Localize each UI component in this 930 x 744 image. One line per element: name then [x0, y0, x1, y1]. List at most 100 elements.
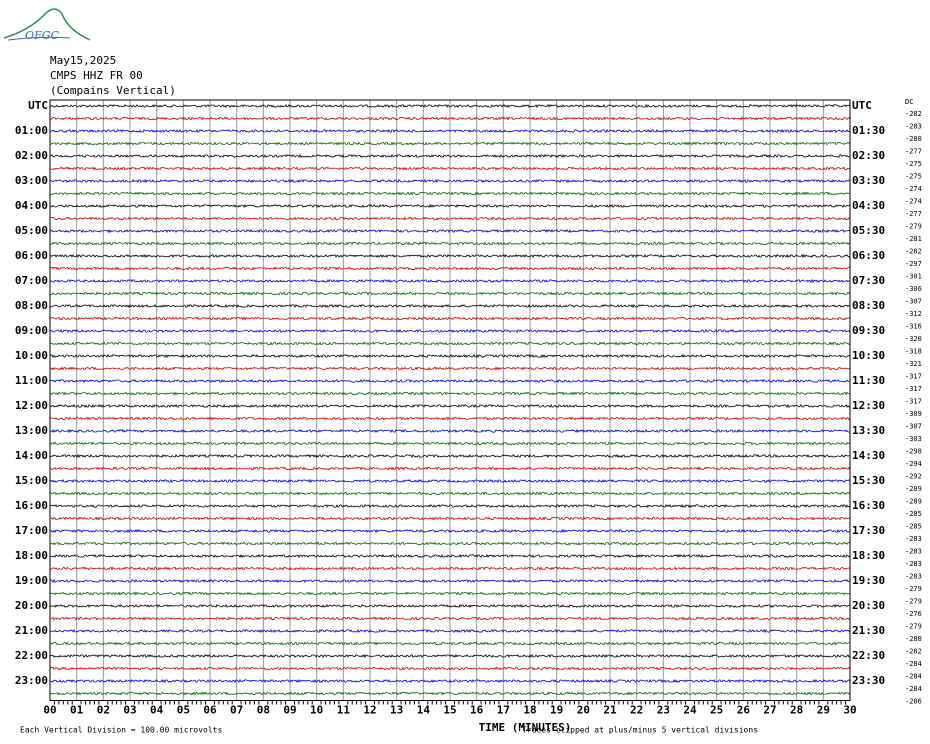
left-label: 16:00 [15, 499, 48, 512]
dc-value: -289 [905, 498, 922, 506]
x-tick-label: 14 [417, 704, 431, 717]
footer-left: Each Vertical Division = 100.00 microvol… [20, 726, 222, 735]
dc-value: -309 [905, 410, 922, 418]
x-tick-label: 01 [70, 704, 84, 717]
right-label: 11:30 [852, 374, 885, 387]
x-tick-label: 13 [390, 704, 403, 717]
left-label: 20:00 [15, 599, 48, 612]
trace [49, 228, 851, 234]
x-tick-label: 03 [123, 704, 136, 717]
trace [50, 691, 851, 696]
x-tick-label: 09 [283, 704, 296, 717]
trace [49, 566, 851, 571]
left-label: 13:00 [15, 424, 48, 437]
dc-value: -280 [905, 635, 922, 643]
left-label: 18:00 [15, 549, 48, 562]
right-label: 10:30 [852, 349, 885, 362]
right-label: 22:30 [852, 649, 885, 662]
dc-value: -303 [905, 435, 922, 443]
trace [49, 653, 851, 659]
left-label: UTC [28, 99, 48, 112]
dc-value: -317 [905, 398, 922, 406]
right-label: 06:30 [852, 249, 885, 262]
logo: OFGC [3, 8, 91, 42]
trace [49, 341, 851, 346]
right-label: 17:30 [852, 524, 885, 537]
left-label: 10:00 [15, 349, 48, 362]
x-tick-label: 20 [577, 704, 590, 717]
trace [49, 466, 851, 471]
left-label: 14:00 [15, 449, 48, 462]
x-tick-label: 23 [657, 704, 670, 717]
x-tick-label: 25 [710, 704, 723, 717]
dc-value: -306 [905, 285, 922, 293]
footer-right: Traces clipped at plus/minus 5 vertical … [522, 726, 758, 735]
trace [49, 391, 851, 396]
trace [49, 403, 851, 409]
left-label: 22:00 [15, 649, 48, 662]
left-label: 03:00 [15, 174, 48, 187]
trace [49, 103, 851, 109]
right-label: 01:30 [852, 124, 885, 137]
x-tick-label: 27 [763, 704, 776, 717]
left-label: 09:00 [15, 324, 48, 337]
right-label: UTC [852, 99, 872, 112]
dc-value: -279 [905, 223, 922, 231]
right-label: 14:30 [852, 449, 885, 462]
dc-value: -285 [905, 510, 922, 518]
trace [49, 328, 851, 334]
trace [49, 503, 851, 509]
x-tick-label: 15 [443, 704, 456, 717]
x-tick-label: 21 [603, 704, 617, 717]
dc-value: -279 [905, 598, 922, 606]
trace [49, 578, 851, 584]
dc-value: -286 [905, 698, 922, 706]
trace [49, 366, 851, 371]
x-tick-label: 07 [230, 704, 243, 717]
trace [49, 528, 851, 534]
x-tick-label: 28 [790, 704, 803, 717]
left-label: 23:00 [15, 674, 48, 687]
x-tick-label: 24 [683, 704, 697, 717]
right-label: 05:30 [852, 224, 885, 237]
left-label: 01:00 [15, 124, 48, 137]
dc-value: -277 [905, 210, 922, 218]
logo-text: OFGC [25, 29, 59, 42]
trace [49, 203, 851, 209]
dc-value: -274 [905, 185, 922, 193]
dc-value: -284 [905, 660, 922, 668]
dc-value: -277 [905, 148, 922, 156]
location: (Compains Vertical) [50, 84, 176, 97]
left-label: 21:00 [15, 624, 48, 637]
dc-value: -317 [905, 373, 922, 381]
x-tick-label: 04 [150, 704, 164, 717]
trace [49, 604, 851, 609]
dc-value: -316 [905, 323, 922, 331]
x-tick-label: 12 [363, 704, 376, 717]
trace [49, 441, 851, 446]
dc-value: -318 [905, 348, 922, 356]
dc-value: -276 [905, 610, 922, 618]
x-tick-label: 08 [257, 704, 270, 717]
trace [49, 278, 851, 284]
right-label: 08:30 [852, 299, 885, 312]
trace [49, 591, 851, 596]
x-tick-label: 10 [310, 704, 323, 717]
dc-value: -301 [905, 273, 922, 281]
trace [49, 266, 851, 271]
trace [49, 153, 851, 159]
dc-value: -292 [905, 473, 922, 481]
left-label: 12:00 [15, 399, 48, 412]
dc-value: -289 [905, 485, 922, 493]
left-label: 07:00 [15, 274, 48, 287]
x-tick-label: 06 [203, 704, 217, 717]
trace [49, 291, 851, 296]
trace [49, 378, 851, 383]
left-label: 17:00 [15, 524, 48, 537]
dc-value: -280 [905, 135, 922, 143]
dc-value: -294 [905, 460, 922, 468]
left-label: 15:00 [15, 474, 48, 487]
trace [49, 453, 851, 459]
x-tick-label: 05 [177, 704, 190, 717]
trace [49, 116, 851, 121]
